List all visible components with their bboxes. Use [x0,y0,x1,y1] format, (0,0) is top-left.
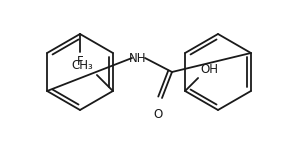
Text: CH₃: CH₃ [71,59,93,72]
Text: F: F [77,55,83,68]
Text: NH: NH [129,51,147,64]
Text: OH: OH [200,63,218,76]
Text: O: O [153,108,163,121]
